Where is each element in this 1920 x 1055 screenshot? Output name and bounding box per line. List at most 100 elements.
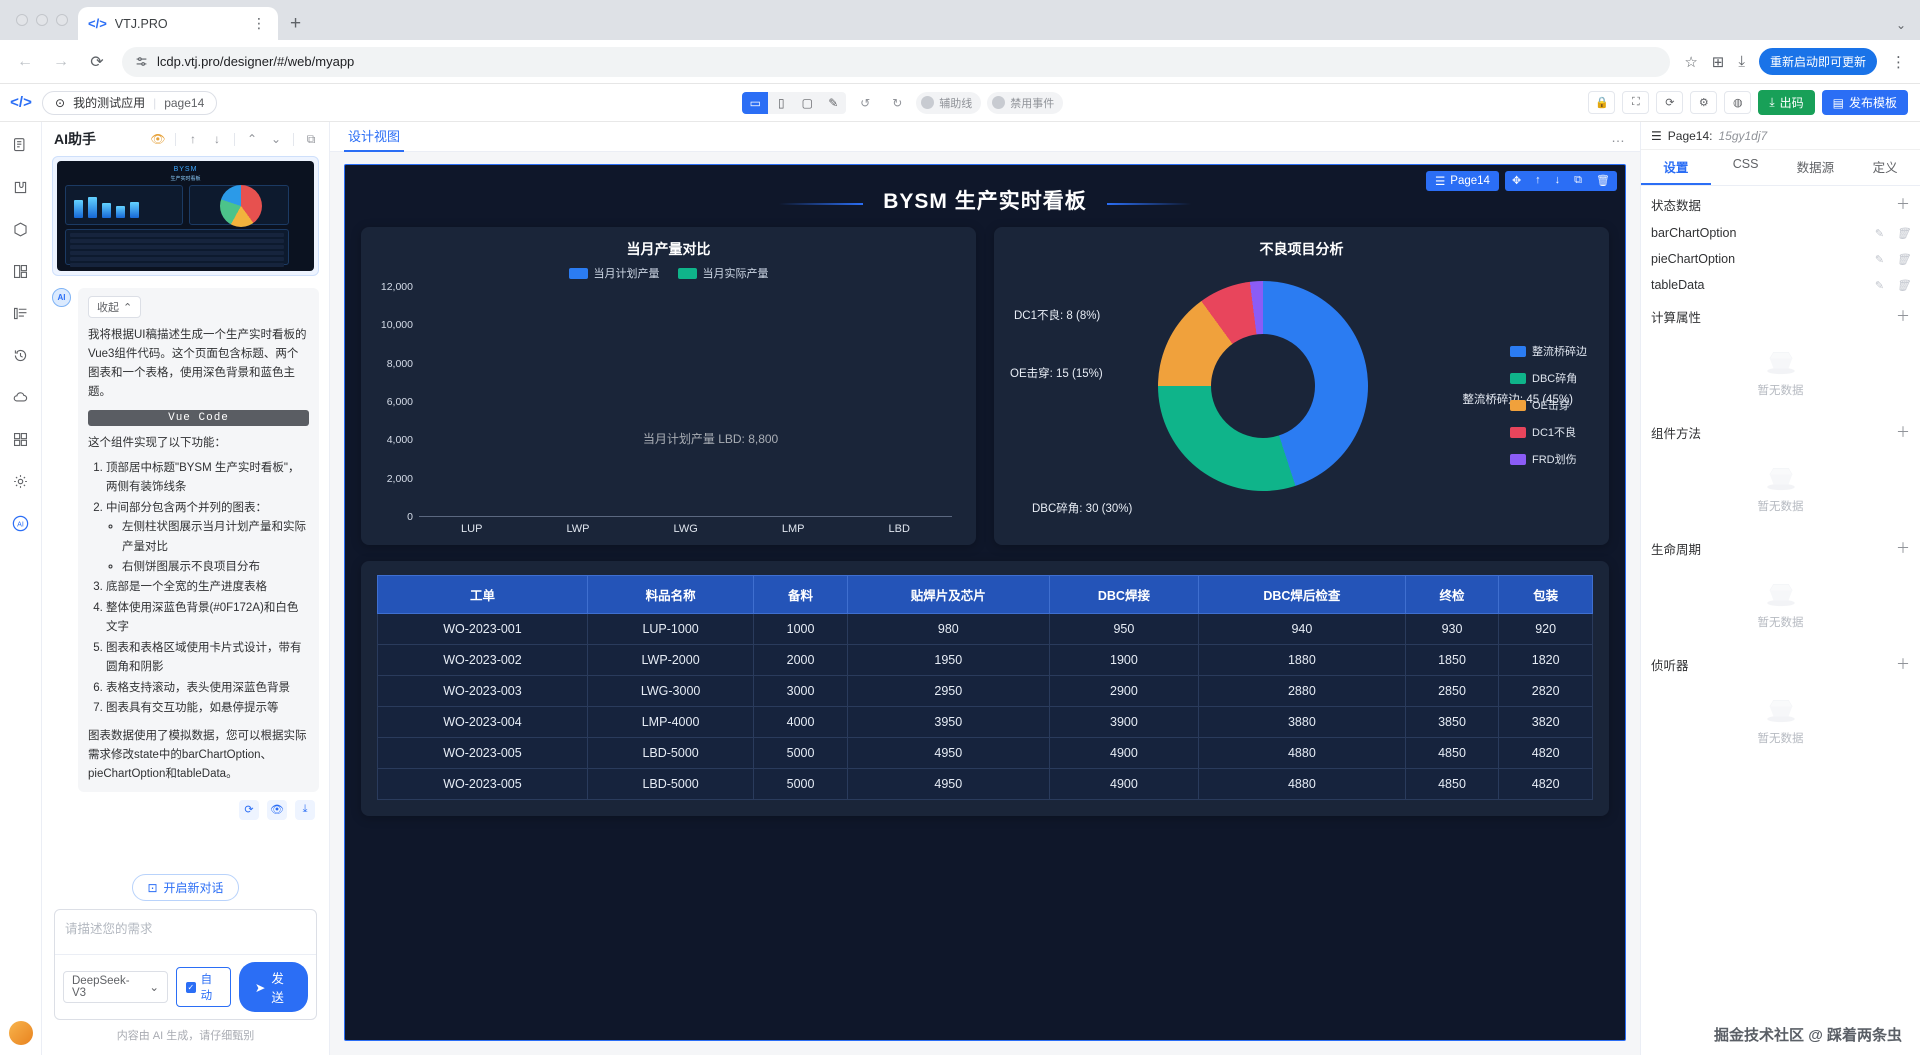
auto-toggle[interactable]: ✓ 自动 (175, 967, 231, 1007)
tab-css[interactable]: CSS (1732, 157, 1759, 171)
table-row[interactable]: WO-2023-003 LWG-3000 3000 2950 2900 2880… (377, 675, 1593, 707)
selected-node-badge[interactable]: ☰ Page14 (1425, 171, 1499, 191)
screenshot-icon[interactable]: ⛶ (1622, 91, 1650, 114)
legend-item[interactable]: FRD划伤 (1510, 451, 1587, 467)
legend-item[interactable]: OE击穿 (1510, 397, 1587, 413)
copy-icon[interactable]: ⧉ (1574, 174, 1583, 186)
column-header[interactable]: 料品名称 (586, 575, 755, 614)
refresh-icon[interactable]: ⟳ (1656, 91, 1684, 114)
chevron-down-icon[interactable]: ⌄ (1895, 18, 1906, 32)
add-computed-icon[interactable]: ＋ (1896, 308, 1910, 324)
collapse-button[interactable]: 收起 ⌃ (88, 296, 142, 318)
components-icon[interactable] (8, 174, 34, 200)
delete-icon[interactable]: 🗑 (1896, 253, 1910, 266)
add-state-icon[interactable]: ＋ (1896, 196, 1910, 212)
apps-icon[interactable] (8, 426, 34, 452)
mobile-icon[interactable]: ▢ (801, 95, 813, 110)
vtj-logo-icon[interactable]: </> (10, 94, 32, 111)
outline-icon[interactable] (8, 300, 34, 326)
donut-chart[interactable] (1158, 281, 1368, 491)
browser-menu-icon[interactable]: ⋮ (1891, 53, 1906, 71)
column-header[interactable]: 贴焊片及芯片 (846, 575, 1050, 614)
refresh-icon[interactable]: ⟳ (239, 799, 259, 820)
pages-icon[interactable] (8, 132, 34, 158)
bookmark-star-icon[interactable]: ☆ (1684, 53, 1698, 71)
copy-icon[interactable]: ⧉ (306, 131, 316, 146)
model-select[interactable]: DeepSeek-V3 ⌄ (63, 971, 168, 1003)
production-table-card[interactable]: 工单 料品名称 备料 贴焊片及芯片 DBC焊接 DBC焊后检查 终检 包装 (361, 561, 1609, 816)
column-header[interactable]: 备料 (753, 575, 848, 614)
arrow-down-icon[interactable]: ↓ (214, 132, 220, 146)
legend-item[interactable]: 当月计划产量 (568, 265, 660, 281)
table-row[interactable]: WO-2023-002 LWP-2000 2000 1950 1900 1880… (377, 644, 1593, 676)
address-bar[interactable]: lcdp.vtj.pro/designer/#/web/myapp (122, 46, 1671, 77)
new-tab-button[interactable]: + (290, 13, 302, 34)
arrow-up-icon[interactable]: ↑ (1535, 174, 1541, 186)
delete-icon[interactable]: 🗑 (1896, 227, 1910, 240)
download-icon[interactable]: ⤓ (295, 799, 315, 820)
bar-chart-card[interactable]: 当月产量对比 当月计划产量 当月实际产量 (361, 227, 976, 545)
toggle-guides[interactable]: 辅助线 (916, 91, 982, 114)
tablet-icon[interactable]: ▯ (777, 95, 785, 110)
arrow-down-icon[interactable]: ↓ (1554, 174, 1561, 186)
prompt-input[interactable]: 请描述您的需求 (65, 922, 153, 936)
table-row[interactable]: WO-2023-004 LMP-4000 4000 3950 3900 3880… (377, 706, 1593, 738)
update-browser-button[interactable]: 重新启动即可更新 (1758, 48, 1877, 75)
tab-design-view[interactable]: 设计视图 (344, 122, 405, 152)
ui-preview-card[interactable]: BYSM 生产实时看板 (52, 156, 319, 276)
settings-icon[interactable] (8, 468, 34, 494)
column-header[interactable]: DBC焊后检查 (1198, 575, 1406, 614)
close-icon[interactable]: ⋮ (252, 15, 266, 31)
legend-item[interactable]: DC1不良 (1510, 424, 1587, 440)
add-watcher-icon[interactable]: ＋ (1896, 656, 1910, 672)
design-stage[interactable]: ☰ Page14 ✥ ↑ ↓ ⧉ 🗑 BYSM 生产实时 (344, 164, 1626, 1041)
history-icon[interactable] (8, 342, 34, 368)
vue-code-bar[interactable]: Vue Code (88, 409, 309, 426)
desktop-icon[interactable]: ▭ (742, 91, 769, 114)
minimize-window-dot[interactable] (36, 14, 48, 26)
column-header[interactable]: 包装 (1498, 575, 1593, 614)
edit-icon[interactable]: ✎ (1874, 227, 1885, 240)
device-size-switcher[interactable]: ▭ ▯ ▢ ✎ (742, 91, 847, 114)
browser-tab[interactable]: </> VTJ.PRO ⋮ (78, 7, 278, 40)
toggle-events[interactable]: 禁用事件 (987, 91, 1064, 114)
preview-icon[interactable]: 👁 (267, 799, 287, 820)
back-circle-icon[interactable]: ⊙ (55, 95, 66, 110)
table-row[interactable]: WO-2023-005 LBD-5000 5000 4950 4900 4880… (377, 768, 1593, 800)
close-window-dot[interactable] (16, 14, 28, 26)
publish-template-button[interactable]: ▤ 发布模板 (1821, 90, 1908, 115)
canvas-more-icon[interactable]: … (1611, 128, 1626, 145)
chevron-down-icon[interactable]: ⌄ (270, 132, 282, 146)
state-item-barchartoption[interactable]: barChartOption ✎ 🗑 (1641, 220, 1920, 246)
redo-icon[interactable]: ↻ (892, 95, 903, 110)
properties-panel-body[interactable]: 状态数据 ＋ barChartOption ✎ 🗑 pieChartOption … (1641, 186, 1920, 1055)
api-icon[interactable] (8, 384, 34, 410)
table-row[interactable]: WO-2023-005 LBD-5000 5000 4950 4900 4880… (377, 737, 1593, 769)
gear-icon[interactable]: ⚙ (1690, 91, 1718, 114)
downloads-icon[interactable]: ⤓ (1738, 53, 1745, 70)
legend-item[interactable]: 当月实际产量 (677, 265, 769, 281)
help-icon[interactable]: ◍ (1724, 91, 1752, 114)
export-code-button[interactable]: ⤓ 出码 (1758, 90, 1815, 115)
back-button[interactable]: ← (17, 52, 33, 70)
pen-icon[interactable]: ✎ (828, 95, 839, 110)
lock-icon[interactable]: 🔒 (1588, 91, 1616, 114)
site-settings-icon[interactable] (135, 55, 148, 68)
reload-button[interactable]: ⟳ (90, 53, 104, 71)
maximize-window-dot[interactable] (56, 14, 68, 26)
tab-datasource[interactable]: 数据源 (1796, 161, 1835, 175)
trash-icon[interactable]: 🗑 (1596, 175, 1610, 187)
move-icon[interactable]: ✥ (1511, 175, 1522, 187)
edit-icon[interactable]: ✎ (1874, 253, 1885, 266)
send-button[interactable]: ➤ 发送 (238, 962, 308, 1012)
layout-icon[interactable] (8, 258, 34, 284)
eye-off-icon[interactable]: 👁 (150, 132, 166, 146)
extensions-icon[interactable]: ⊞ (1711, 53, 1725, 71)
table-row[interactable]: WO-2023-001 LUP-1000 1000 980 950 940 93… (377, 613, 1593, 645)
user-avatar[interactable] (8, 1021, 33, 1045)
column-header[interactable]: DBC焊接 (1048, 575, 1200, 614)
new-chat-button[interactable]: ⊡ 开启新对话 (132, 874, 239, 901)
legend-item[interactable]: 整流桥碎边 (1510, 343, 1587, 359)
ai-conversation-scroll[interactable]: BYSM 生产实时看板 (42, 156, 329, 866)
column-header[interactable]: 工单 (377, 575, 588, 614)
